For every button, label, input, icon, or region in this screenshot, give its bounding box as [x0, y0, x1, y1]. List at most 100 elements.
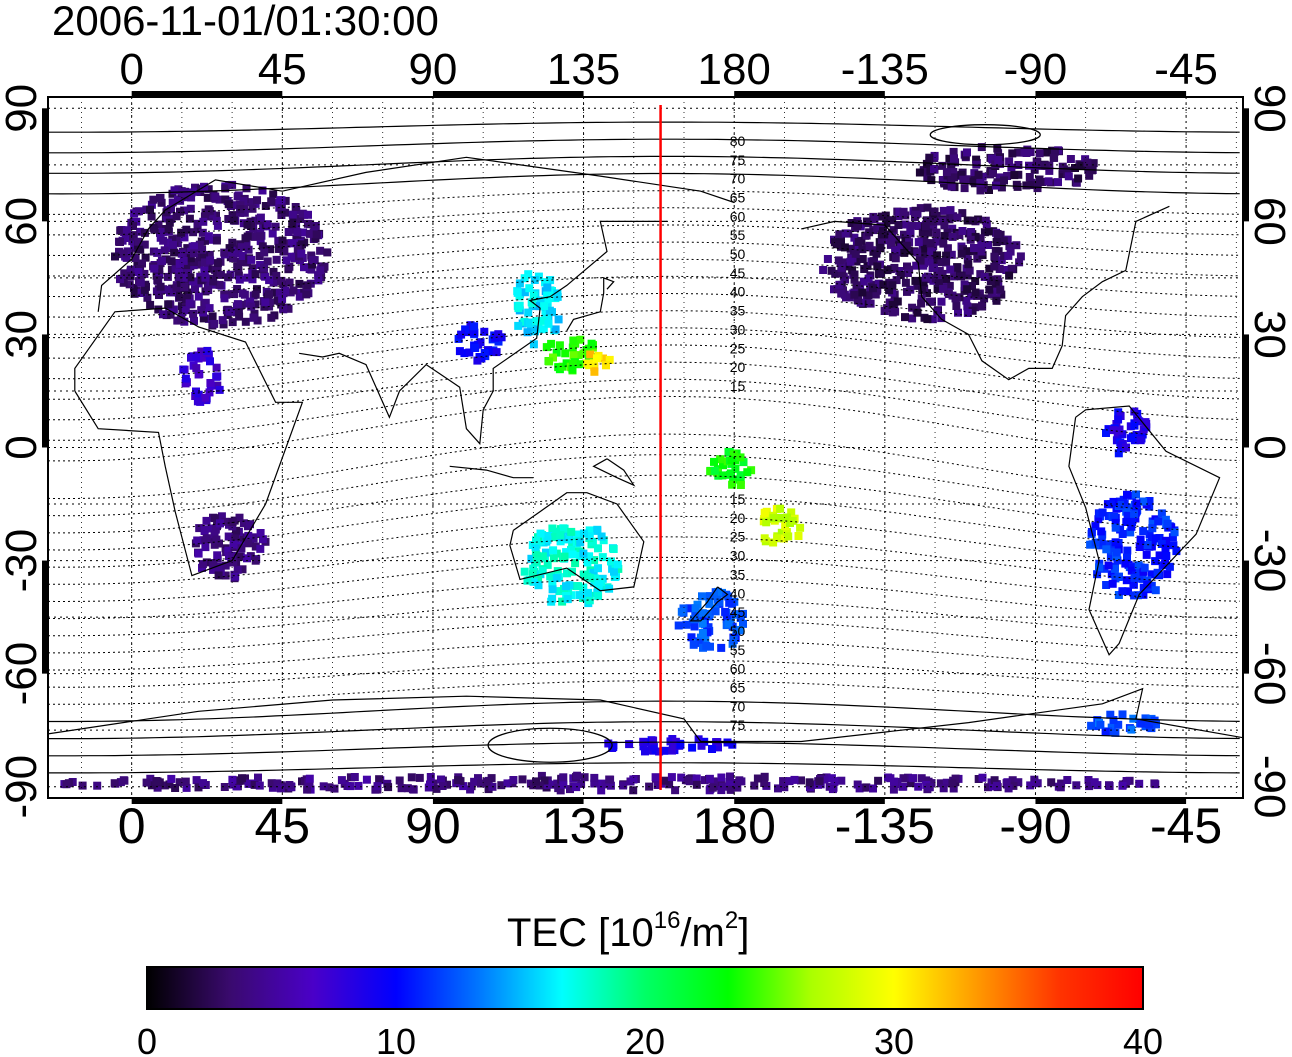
tec-cell	[690, 622, 699, 631]
tec-cell	[543, 535, 552, 544]
tec-cell	[1007, 163, 1016, 172]
tec-cell	[651, 773, 660, 782]
tec-cell	[1006, 247, 1015, 256]
tec-cell	[1056, 783, 1065, 792]
tec-cell	[185, 214, 194, 223]
tec-cell	[649, 743, 658, 751]
tec-cell	[551, 325, 560, 334]
tec-cell	[902, 241, 911, 250]
tec-cell	[1025, 161, 1033, 170]
tec-cell	[213, 221, 222, 230]
tec-cell	[729, 450, 738, 459]
tec-cell	[159, 236, 168, 245]
tec-cell	[1094, 515, 1103, 524]
tec-cell	[183, 294, 191, 303]
tec-cell	[211, 524, 220, 533]
tec-cell	[265, 298, 274, 307]
svg-text:TEC [1016/m2]: TEC [1016/m2]	[507, 907, 749, 955]
lat-tick-left: -30	[0, 529, 46, 593]
tec-cell	[162, 208, 171, 217]
tec-cell	[199, 314, 208, 323]
tec-cell	[1004, 251, 1013, 260]
tec-cell	[297, 249, 306, 258]
tec-cell	[929, 217, 937, 226]
tec-cell	[1163, 570, 1172, 579]
tec-cell	[698, 629, 707, 637]
contour-label: 20	[730, 510, 746, 526]
tec-cell	[574, 582, 583, 591]
tec-cell	[1064, 172, 1073, 181]
tec-cell	[901, 278, 910, 287]
tec-cell	[116, 238, 124, 246]
tec-cell	[316, 246, 325, 255]
tec-cell	[993, 275, 1002, 284]
lon-tick-bottom: 0	[118, 798, 146, 854]
tec-cell	[153, 783, 162, 792]
tec-cell	[936, 779, 945, 788]
tec-cell	[597, 532, 606, 541]
tec-cell	[135, 207, 143, 216]
tec-cell	[228, 522, 237, 531]
tec-cell	[698, 592, 706, 601]
tec-cell	[509, 776, 518, 784]
tec-cell	[212, 236, 221, 245]
tec-cell	[774, 784, 782, 793]
tec-cell	[62, 780, 71, 789]
contour-label: 50	[730, 246, 746, 262]
tec-cell	[933, 307, 942, 316]
tec-cell	[235, 275, 244, 284]
tec-cell	[277, 277, 286, 286]
tec-cell	[175, 778, 184, 787]
tec-cell	[865, 241, 874, 250]
tec-cell	[649, 736, 658, 745]
tec-cell	[471, 344, 480, 352]
tec-cell	[1123, 490, 1131, 499]
tec-cell	[641, 747, 649, 756]
tec-cell	[239, 197, 248, 206]
tec-cell	[263, 220, 272, 229]
tec-cell	[218, 316, 227, 325]
tec-cell	[908, 314, 917, 323]
tec-cell	[256, 232, 265, 241]
tec-cell	[963, 302, 972, 311]
tec-cell	[288, 220, 297, 229]
tec-cell	[525, 284, 534, 293]
tec-cell	[846, 244, 855, 253]
tec-cell	[1106, 710, 1115, 719]
tec-cell	[697, 741, 706, 750]
tec-cell	[784, 532, 793, 541]
tec-cell	[1109, 426, 1118, 435]
tec-cell	[236, 258, 245, 267]
tec-cell	[927, 176, 936, 185]
tec-cell	[172, 212, 181, 221]
tec-cell	[670, 742, 679, 751]
tec-cell	[177, 278, 186, 287]
tec-cell	[993, 781, 1001, 790]
lon-tick-bottom: 45	[255, 798, 311, 854]
tec-cell	[850, 275, 859, 284]
tec-cell	[937, 297, 946, 306]
frame-bar-bottom	[432, 798, 584, 804]
tec-cell	[199, 217, 208, 226]
tec-cell	[305, 229, 314, 238]
tec-cell	[904, 773, 912, 782]
contour-line	[48, 433, 1240, 500]
tec-cell	[275, 243, 284, 252]
tec-cell	[564, 587, 573, 596]
tec-cell	[888, 216, 897, 225]
tec-cell	[186, 273, 195, 282]
tec-cell	[779, 777, 788, 786]
tec-cell	[571, 559, 580, 568]
tec-cell	[126, 272, 135, 281]
tec-cell	[939, 784, 948, 793]
tec-cell	[215, 385, 224, 394]
contour-line	[48, 292, 1240, 339]
tec-cell	[1163, 519, 1172, 528]
tec-cell	[959, 175, 968, 184]
tec-cell	[850, 233, 859, 242]
tec-cell	[917, 774, 926, 783]
tec-cell	[671, 786, 680, 795]
contour-line	[48, 556, 1240, 603]
tec-cell	[1115, 426, 1124, 435]
tec-cell	[1143, 576, 1152, 585]
